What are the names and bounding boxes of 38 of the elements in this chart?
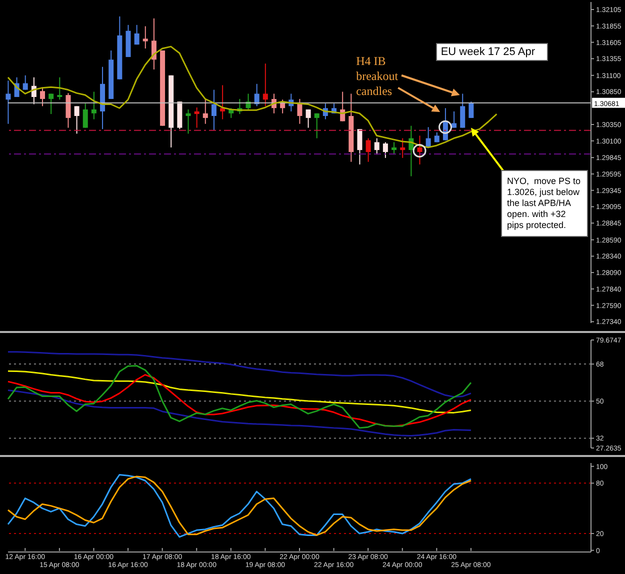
candlestick	[48, 93, 54, 115]
candlestick	[357, 128, 362, 165]
candlestick	[262, 63, 268, 107]
candlestick	[374, 138, 380, 156]
line-series	[7, 374, 472, 428]
annotation: H4 IB breakout candles	[356, 54, 400, 99]
candlestick	[314, 112, 320, 139]
candlestick	[134, 24, 140, 46]
line-series	[7, 364, 472, 429]
line-series	[7, 351, 472, 398]
line-series	[7, 370, 472, 414]
candlestick	[6, 80, 11, 124]
candlestick	[202, 99, 208, 124]
candlestick	[194, 106, 200, 128]
candlestick	[254, 83, 260, 107]
candlestick	[142, 26, 148, 50]
candlestick	[468, 101, 474, 118]
candlestick	[91, 91, 96, 120]
candlestick	[211, 89, 216, 131]
candlestick	[57, 76, 62, 100]
candlestick	[66, 92, 71, 128]
candlestick	[186, 108, 191, 134]
line-series	[7, 389, 472, 437]
candlestick	[22, 74, 28, 90]
candlestick	[452, 110, 457, 128]
candlestick	[382, 142, 388, 158]
candlestick	[220, 84, 226, 120]
candlestick	[460, 93, 466, 128]
candlestick	[74, 106, 80, 134]
candlestick	[417, 135, 422, 165]
candlestick	[366, 138, 371, 162]
candlestick	[82, 103, 88, 128]
annotation: NYO, move PS to 1.3026, just below the last APB/HA open. with +32 pips protected.	[500, 170, 588, 238]
candlestick	[306, 108, 311, 128]
annotation: EU week 17 25 Apr	[436, 42, 548, 61]
candlestick	[392, 142, 397, 156]
candlestick	[40, 86, 46, 107]
candlestick	[400, 138, 406, 158]
